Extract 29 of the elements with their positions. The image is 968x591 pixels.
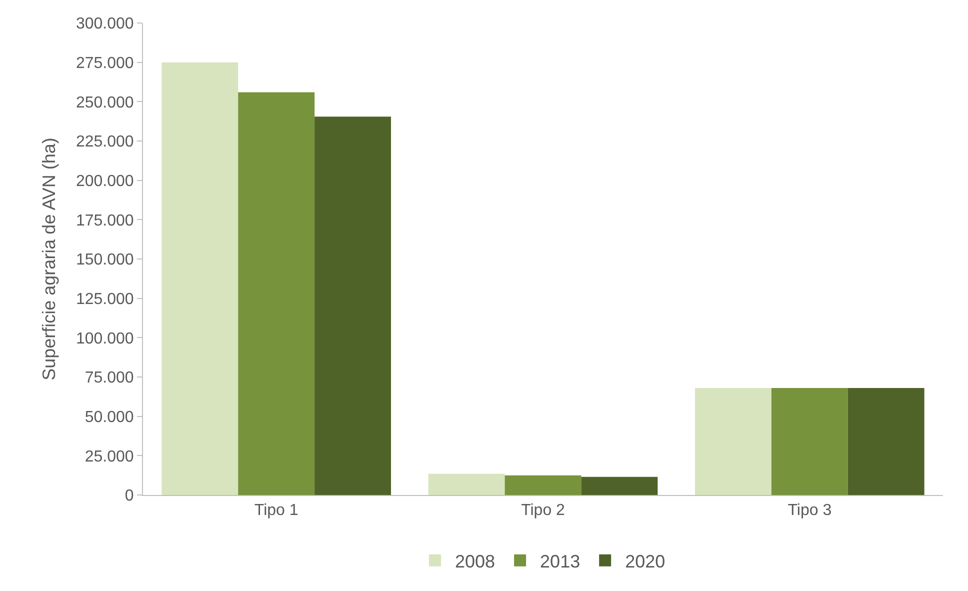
y-tick-label: 100.000 bbox=[76, 330, 134, 348]
bar bbox=[504, 475, 582, 495]
bar bbox=[428, 474, 505, 495]
y-tick-label: 0 bbox=[124, 488, 134, 505]
y-tick-label: 200.000 bbox=[76, 172, 134, 190]
bar bbox=[771, 388, 848, 495]
y-tick-label: 275.000 bbox=[76, 54, 134, 72]
y-tick-label: 125.000 bbox=[76, 290, 134, 308]
bar bbox=[581, 476, 658, 495]
x-tick-label: Tipo 3 bbox=[788, 502, 832, 520]
y-tick-label: 75.000 bbox=[84, 370, 134, 387]
bar bbox=[162, 62, 238, 495]
legend-label: 2013 bbox=[540, 551, 580, 572]
legend-label: 2008 bbox=[455, 551, 496, 572]
legend-label: 2020 bbox=[625, 551, 666, 572]
y-axis-title: Superficie agraria de AVN (ha) bbox=[39, 138, 60, 380]
y-tick-label: 175.000 bbox=[76, 212, 134, 230]
bar bbox=[695, 388, 772, 495]
y-tick-label: 300.000 bbox=[76, 16, 134, 33]
y-tick-label: 150.000 bbox=[76, 252, 134, 269]
bar bbox=[314, 116, 391, 495]
x-tick-label: Tipo 2 bbox=[521, 502, 566, 520]
y-tick-label: 250.000 bbox=[76, 94, 134, 112]
y-tick-label: 50.000 bbox=[84, 408, 134, 426]
bar bbox=[848, 388, 924, 495]
y-tick-label: 25.000 bbox=[84, 448, 134, 466]
x-tick-label: Tipo 1 bbox=[254, 502, 298, 520]
bar bbox=[238, 92, 315, 495]
y-tick-label: 225.000 bbox=[76, 134, 134, 151]
